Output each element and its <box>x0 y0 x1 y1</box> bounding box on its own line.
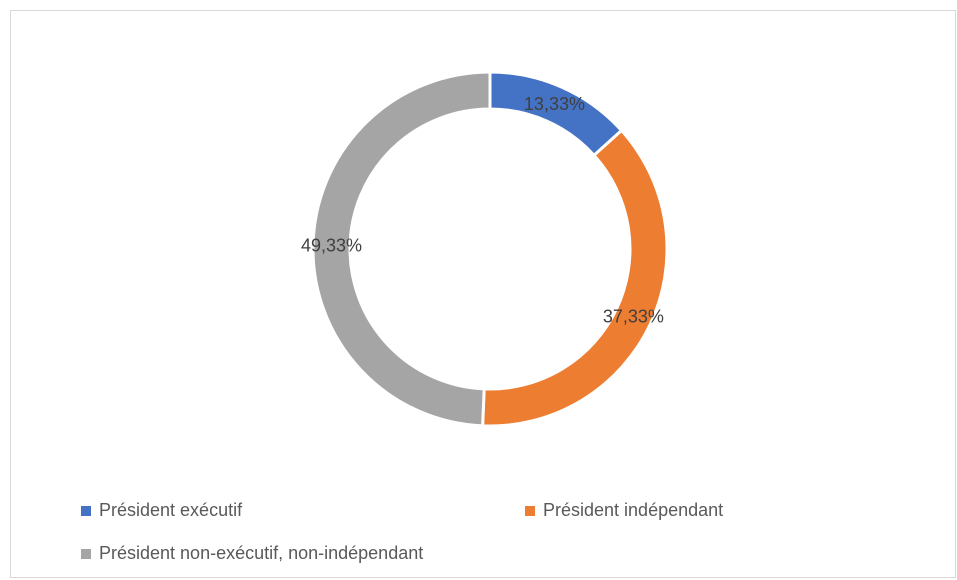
legend-label-president-independant: Président indépendant <box>543 500 724 520</box>
data-label-president-non-executif-non-independant: 49,33% <box>301 236 362 256</box>
legend-item-president-executif: Président exécutif <box>81 500 242 521</box>
data-label-president-executif: 13,33% <box>524 94 585 114</box>
legend-swatch-president-non-executif <box>81 548 91 559</box>
legend-swatch-president-executif <box>81 505 91 516</box>
chart-area: 13,33% 37,33% 49,33% Président exécutif Pr… <box>10 10 956 578</box>
data-label-president-independant: 37,33% <box>603 306 664 326</box>
legend-item-president-non-executif: Président non-exécutif, non-indépendant <box>81 543 423 564</box>
legend-label-president-executif: Président exécutif <box>99 500 243 520</box>
donut-slice-president-non-executif-non-independant <box>311 70 492 428</box>
donut-slice-president-independant <box>481 128 669 428</box>
legend-label-president-non-executif: Président non-exécutif, non-indépendant <box>99 543 424 563</box>
legend-swatch-president-independant <box>525 505 535 516</box>
donut-chart: 13,33% 37,33% 49,33% <box>301 70 669 428</box>
legend-item-president-independant: Président indépendant <box>525 500 723 521</box>
